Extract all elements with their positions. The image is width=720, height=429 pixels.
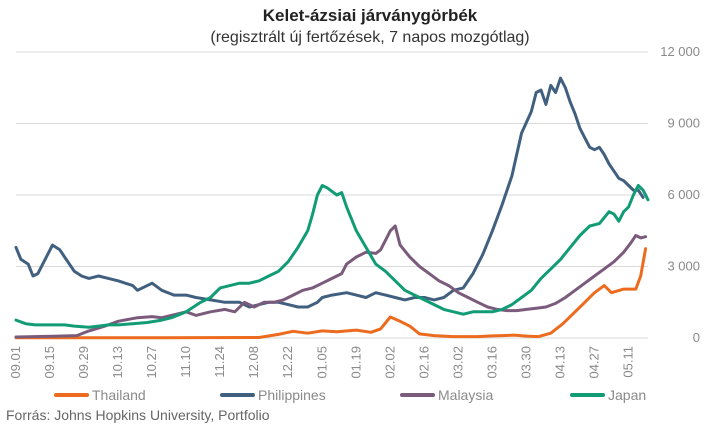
x-tick-label: 03.02 — [450, 346, 465, 379]
x-tick-label: 09.29 — [76, 346, 91, 379]
series-line-japan — [14, 184, 650, 329]
y-tick-label: 9 000 — [667, 116, 700, 131]
legend: Thailand Philippines Malaysia Japan — [54, 387, 646, 403]
x-tick-label: 10.27 — [144, 346, 159, 379]
x-tick-label: 05.11 — [621, 346, 636, 378]
x-tick-label: 12.08 — [246, 346, 261, 379]
x-tick-label: 11.24 — [212, 346, 227, 378]
x-tick-label: 09.01 — [8, 346, 23, 379]
y-tick-label: 6 000 — [667, 187, 700, 202]
x-tick-label: 04.27 — [587, 346, 602, 379]
x-tick-label: 10.13 — [110, 346, 125, 379]
series-line-philippines — [14, 76, 645, 309]
x-tick-label: 11.10 — [178, 346, 193, 378]
x-tick-label: 02.16 — [416, 346, 431, 379]
legend-label-malaysia: Malaysia — [438, 387, 493, 403]
x-tick-label: 09.15 — [42, 346, 57, 379]
legend-label-philippines: Philippines — [258, 387, 326, 403]
y-tick-label: 3 000 — [667, 259, 700, 274]
series-line-thailand — [14, 247, 648, 340]
series-line-malaysia — [14, 224, 648, 339]
legend-label-japan: Japan — [608, 387, 646, 403]
x-tick-label: 02.02 — [382, 346, 397, 379]
x-tick-label: 03.16 — [484, 346, 499, 379]
legend-label-thailand: Thailand — [92, 387, 146, 403]
chart-subtitle: (regisztrált új fertőzések, 7 napos mozg… — [210, 29, 529, 46]
source-note: Forrás: Johns Hopkins University, Portfo… — [6, 407, 270, 423]
x-tick-label: 01.19 — [348, 346, 363, 379]
grid-lines — [16, 51, 648, 339]
chart-title: Kelet-ázsiai járványgörbék — [263, 6, 478, 25]
y-axis-ticks: 0 3 000 6 000 9 000 12 000 — [660, 44, 700, 345]
x-tick-label: 01.05 — [314, 346, 329, 379]
series-lines — [14, 76, 650, 340]
y-tick-label: 0 — [693, 330, 700, 345]
x-tick-label: 12.22 — [280, 346, 295, 379]
x-axis-ticks: 09.01 09.15 09.29 10.13 10.27 11.10 11.24 12.08… — [8, 346, 636, 379]
x-tick-label: 03.30 — [518, 346, 533, 379]
y-tick-label: 12 000 — [660, 44, 700, 59]
x-tick-label: 04.13 — [552, 346, 567, 379]
